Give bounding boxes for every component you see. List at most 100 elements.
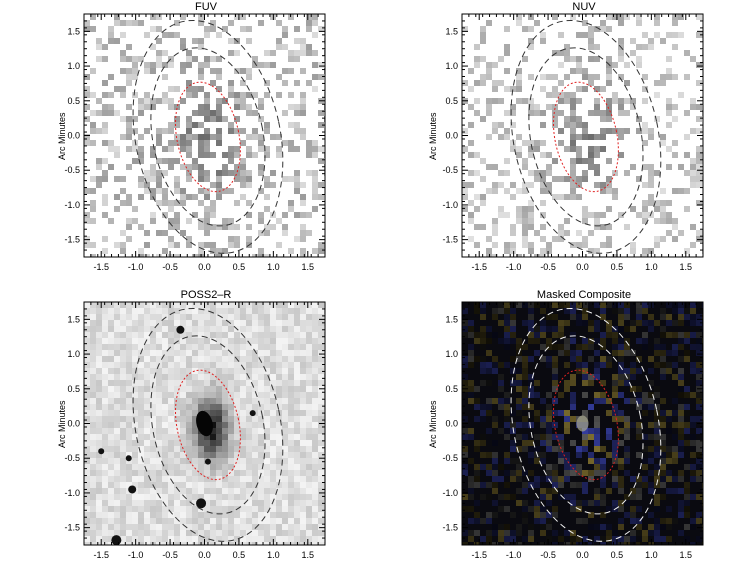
pixel [282,44,288,50]
pixel [582,308,588,314]
pixel [150,212,156,218]
pixel [210,512,216,518]
pixel [294,530,300,536]
pixel [90,362,96,368]
pixel [90,26,96,32]
pixel [474,416,480,422]
pixel [228,452,234,458]
pixel [144,350,150,356]
pixel [516,524,522,530]
pixel [108,104,114,110]
pixel [168,62,174,68]
pixel [282,542,288,545]
pixel [174,482,180,488]
pixel [258,314,264,320]
pixel [492,476,498,482]
pixel [312,470,318,476]
pixel [312,446,318,452]
pixel [150,326,156,332]
pixel [150,470,156,476]
pixel [252,368,258,374]
pixel [180,344,186,350]
pixel [246,350,252,356]
pixel [606,14,612,20]
pixel [246,524,252,530]
pixel [120,20,126,26]
pixel [120,248,126,254]
pixel [570,176,576,182]
pixel [480,176,486,182]
pixel [294,380,300,386]
pixel [528,320,534,326]
pixel [264,386,270,392]
pixel [318,428,324,434]
pixel [276,434,282,440]
pixel [648,458,654,464]
pixel [198,512,204,518]
pixel [546,464,552,470]
pixel [204,542,210,545]
pixel [672,488,678,494]
pixel [546,248,552,254]
pixel [126,20,132,26]
pixel [690,224,696,230]
pixel [600,134,606,140]
pixel [168,140,174,146]
pixel [192,350,198,356]
pixel [552,542,558,545]
pixel [564,428,570,434]
pixel [198,404,204,410]
pixel [168,206,174,212]
pixel [198,74,204,80]
pixel [672,434,678,440]
pixel [216,326,222,332]
pixel [90,518,96,524]
pixel [618,308,624,314]
pixel [210,440,216,446]
pixel [312,86,318,92]
pixel [192,464,198,470]
pixel [552,464,558,470]
pixel [558,230,564,236]
pixel [318,194,324,200]
pixel [558,176,564,182]
pixel [654,470,660,476]
pixel [594,326,600,332]
pixel [240,326,246,332]
pixel [696,80,702,86]
pixel [204,536,210,542]
pixel [576,536,582,542]
pixel [552,194,558,200]
pixel [144,404,150,410]
pixel [102,110,108,116]
pixel [636,398,642,404]
pixel [582,470,588,476]
pixel [174,506,180,512]
pixel [294,536,300,542]
pixel [156,434,162,440]
pixel [276,314,282,320]
pixel [96,536,102,542]
pixel [102,386,108,392]
pixel [534,140,540,146]
pixel [234,416,240,422]
star [196,498,207,509]
pixel [534,380,540,386]
pixel [84,344,90,350]
pixel [102,362,108,368]
pixel [84,542,90,545]
pixel [474,62,480,68]
pixel [312,308,318,314]
pixel [318,158,324,164]
pixel [234,470,240,476]
pixel [486,350,492,356]
pixel [258,386,264,392]
pixel [168,542,174,545]
pixel [474,440,480,446]
pixel [114,344,120,350]
pixel [540,326,546,332]
pixel [246,446,252,452]
pixel [684,50,690,56]
pixel [468,488,474,494]
pixel [540,74,546,80]
